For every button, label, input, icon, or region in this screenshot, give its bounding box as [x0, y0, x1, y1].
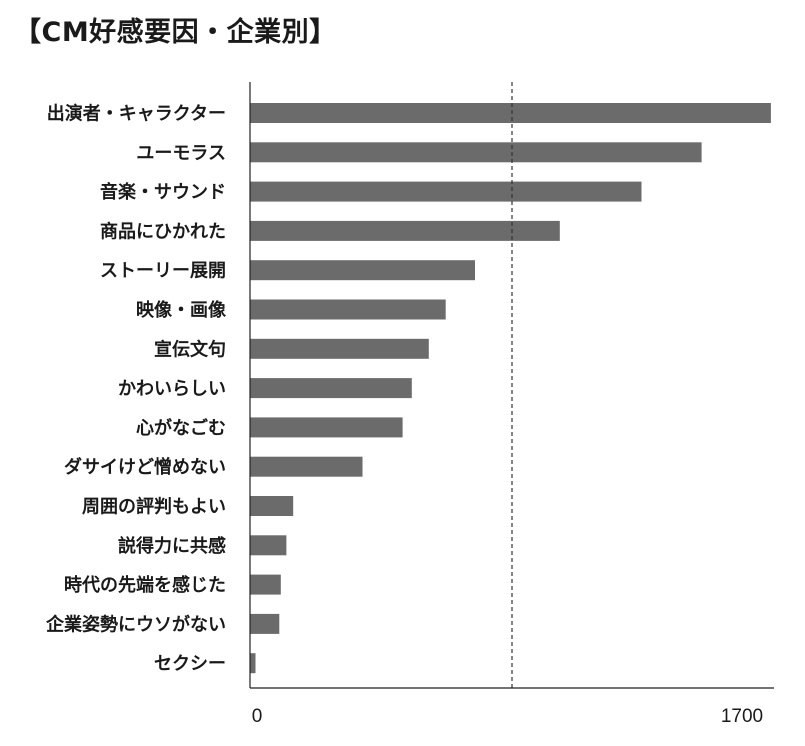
- bar: [250, 574, 281, 595]
- bar: [250, 456, 363, 477]
- category-label: ストーリー展開: [100, 261, 226, 282]
- bar: [250, 338, 429, 359]
- bar: [250, 142, 702, 163]
- chart-title: 【CM好感要因・企業別】: [14, 17, 337, 48]
- category-label: 商品にひかれた: [100, 220, 226, 242]
- bar: [250, 299, 446, 320]
- bar: [250, 220, 560, 241]
- category-label: 宣伝文句: [154, 338, 226, 360]
- category-label: 企業姿勢にウソがない: [45, 613, 226, 635]
- x-tick-label: 1700: [721, 706, 763, 727]
- category-label: 周囲の評判もよい: [82, 496, 226, 518]
- category-label: 映像・画像: [136, 299, 227, 321]
- category-label: 心がなごむ: [136, 417, 226, 439]
- category-label: 時代の先端を感じた: [64, 574, 226, 596]
- bar: [250, 417, 403, 438]
- category-label: セクシー: [154, 654, 226, 675]
- bar: [250, 613, 280, 634]
- category-label: ユーモラス: [136, 143, 226, 164]
- category-label: 音楽・サウンド: [100, 181, 226, 203]
- bar: [250, 260, 475, 281]
- bar: [250, 496, 294, 516]
- bar: [250, 653, 256, 674]
- bar: [250, 535, 287, 556]
- x-tick-label: 0: [252, 706, 263, 727]
- category-label: 出演者・キャラクター: [47, 103, 226, 125]
- category-label: ダサイけど憎めない: [64, 456, 226, 478]
- category-label: 説得力に共感: [118, 535, 226, 557]
- bar: [250, 378, 412, 399]
- bar: [250, 103, 771, 123]
- bar: [250, 181, 642, 202]
- category-label: かわいらしい: [118, 379, 226, 400]
